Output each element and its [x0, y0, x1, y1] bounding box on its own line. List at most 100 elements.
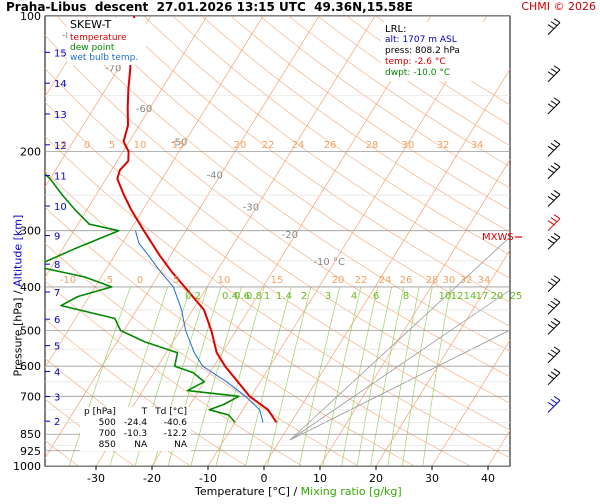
- mixing-ratio-label: 17: [476, 291, 489, 302]
- wind-barb: [547, 368, 561, 386]
- station-name: Praha-Libus: [6, 0, 87, 14]
- wind-barb-flag: [550, 68, 558, 74]
- theta-label: 20: [234, 140, 247, 151]
- wind-barb-flag: [547, 374, 555, 380]
- wind-barb-flag: [547, 71, 555, 77]
- mixing-ratio-label: 6: [373, 291, 379, 302]
- theta-label: 34: [471, 140, 484, 151]
- isotherm-label: -50: [171, 137, 187, 148]
- wind-barb-flag: [550, 142, 558, 148]
- wind-barb-flag: [547, 323, 555, 329]
- table-row: 700 -10.3 -12.2: [80, 429, 191, 440]
- x-tick-label: 30: [425, 472, 439, 485]
- theta-label: -5: [103, 275, 113, 286]
- isotherm-line: [151, 16, 432, 466]
- mxws-label: MXWS: [482, 232, 514, 243]
- plot-area: [45, 16, 600, 466]
- pressure-tick-label: 300: [20, 225, 41, 238]
- wind-barb: [547, 232, 561, 250]
- altitude-tick-label: 6: [54, 315, 60, 326]
- theta-label: 0: [84, 140, 90, 151]
- table-cell: 700: [98, 429, 116, 439]
- mixing-ratio-label: 1.4: [276, 291, 292, 302]
- wind-barb-flag: [547, 220, 555, 226]
- isotherm-line: [544, 16, 600, 466]
- theta-label: 24: [292, 140, 305, 151]
- altitude-tick-label: 12: [54, 141, 67, 152]
- isotherm-line: [375, 249, 510, 466]
- theta-label: 22: [355, 275, 368, 286]
- x-label-sep: /: [289, 485, 301, 498]
- isotherm-label: -30: [243, 202, 259, 213]
- x-axis-label: Temperature [°C] / Mixing ratio [g/kg]: [195, 485, 402, 498]
- wind-barb: [547, 395, 561, 413]
- table-cell: -12.2: [163, 429, 188, 439]
- theta-label: 0: [137, 275, 143, 286]
- wind-barb-flag: [550, 278, 558, 284]
- wind-barb-flag: [550, 300, 558, 306]
- wind-barb: [547, 317, 561, 335]
- mixing-ratio-label: 12: [451, 291, 464, 302]
- wind-barb-flag: [547, 24, 555, 30]
- lrl-press: press: 808.2 hPa: [385, 46, 460, 56]
- theta-label: -10: [60, 275, 76, 286]
- pressure-tick-label: 850: [20, 428, 41, 441]
- theta-label: 20: [332, 275, 345, 286]
- mixing-ratio-label: 14: [464, 291, 477, 302]
- y-label-altitude: Altitude [km]: [11, 214, 25, 287]
- wind-barb-flag: [547, 196, 555, 201]
- legend-item-wetbulb: wet bulb temp.: [70, 53, 139, 63]
- wind-barb-flag: [547, 238, 555, 244]
- mixing-ratio-label: 1: [264, 291, 270, 302]
- theta-label: 26: [400, 275, 413, 286]
- wind-barb-flag: [547, 281, 555, 287]
- table-cell: -24.4: [123, 418, 148, 428]
- altitude-tick-label: 5: [54, 342, 60, 353]
- chart-header: Praha-Libus descent 27.01.2026 13:15 UTC…: [6, 0, 413, 14]
- theta-label: 30: [402, 140, 415, 151]
- theta-label: 30: [443, 275, 456, 286]
- pressure-tick-label: 925: [20, 445, 41, 458]
- x-label-temp: Temperature [°C]: [195, 485, 290, 498]
- theta-label: 28: [426, 275, 439, 286]
- wind-barb-flag: [550, 217, 558, 223]
- table-header: p [hPa]: [84, 407, 116, 417]
- y-label-pressure: Pressure [hPa]: [11, 297, 25, 377]
- wind-barb-flag: [547, 168, 555, 174]
- datetime: 27.01.2026 13:15 UTC: [156, 0, 306, 14]
- x-tick-label: -10: [199, 472, 217, 485]
- theta-label: 32: [437, 140, 450, 151]
- pressure-tick-label: 700: [20, 390, 41, 403]
- mixing-ratio-label: 10: [439, 291, 452, 302]
- table-row: 850 NA NA: [80, 440, 191, 451]
- wind-barb-flag: [547, 352, 555, 358]
- wind-barb-flag: [547, 303, 555, 309]
- wind-barb-flag: [550, 100, 558, 106]
- mixing-ratio-label: 0.2: [185, 291, 201, 302]
- wind-barb: [547, 18, 561, 35]
- wind-barb-flag: [550, 398, 558, 404]
- pressure-tick-label: 600: [20, 360, 41, 373]
- altitude-tick-label: 14: [54, 79, 67, 90]
- mixing-ratio-label: 3: [325, 291, 331, 302]
- lrl-title: LRL:: [385, 24, 407, 35]
- wind-barb-flag: [553, 162, 561, 168]
- wind-barb-flag: [553, 346, 561, 352]
- wind-barb-flag: [553, 214, 561, 220]
- wind-barb-flag: [553, 65, 561, 71]
- isotherm-line: [319, 158, 510, 466]
- theta-label: 24: [379, 275, 392, 286]
- wind-barb: [547, 275, 561, 293]
- altitude-tick-label: 15: [54, 48, 67, 59]
- isotherm-label: -40: [207, 170, 223, 181]
- x-label-mixing: Mixing ratio [g/kg]: [300, 485, 402, 498]
- y-label-sep: /: [11, 286, 25, 298]
- wind-barb-flag: [553, 317, 561, 323]
- x-tick-label: 40: [481, 472, 495, 485]
- altitude-tick-label: 13: [54, 110, 67, 121]
- wind-barb: [547, 97, 561, 115]
- isotherm-label: -70: [105, 63, 121, 74]
- theta-label: 5: [109, 140, 115, 151]
